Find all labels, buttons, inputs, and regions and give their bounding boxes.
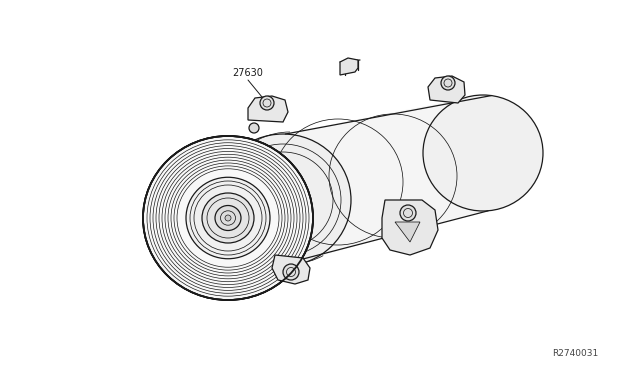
Circle shape xyxy=(249,123,259,133)
Ellipse shape xyxy=(423,95,543,211)
Polygon shape xyxy=(340,58,358,75)
Ellipse shape xyxy=(186,177,270,259)
Polygon shape xyxy=(272,255,310,284)
Ellipse shape xyxy=(215,205,241,231)
Ellipse shape xyxy=(186,177,270,259)
Ellipse shape xyxy=(215,205,241,231)
Ellipse shape xyxy=(215,134,351,266)
Polygon shape xyxy=(395,222,420,242)
Circle shape xyxy=(260,96,274,110)
Polygon shape xyxy=(283,95,543,266)
Circle shape xyxy=(225,215,231,221)
Polygon shape xyxy=(382,200,438,255)
Text: 27630: 27630 xyxy=(232,68,263,78)
Ellipse shape xyxy=(143,136,313,300)
Circle shape xyxy=(441,76,455,90)
Ellipse shape xyxy=(202,193,254,243)
Polygon shape xyxy=(248,96,288,122)
Circle shape xyxy=(400,205,416,221)
Ellipse shape xyxy=(143,136,313,300)
Text: R2740031: R2740031 xyxy=(552,349,598,358)
Ellipse shape xyxy=(202,193,254,243)
Circle shape xyxy=(283,264,299,280)
Circle shape xyxy=(225,215,232,221)
Polygon shape xyxy=(428,76,465,103)
